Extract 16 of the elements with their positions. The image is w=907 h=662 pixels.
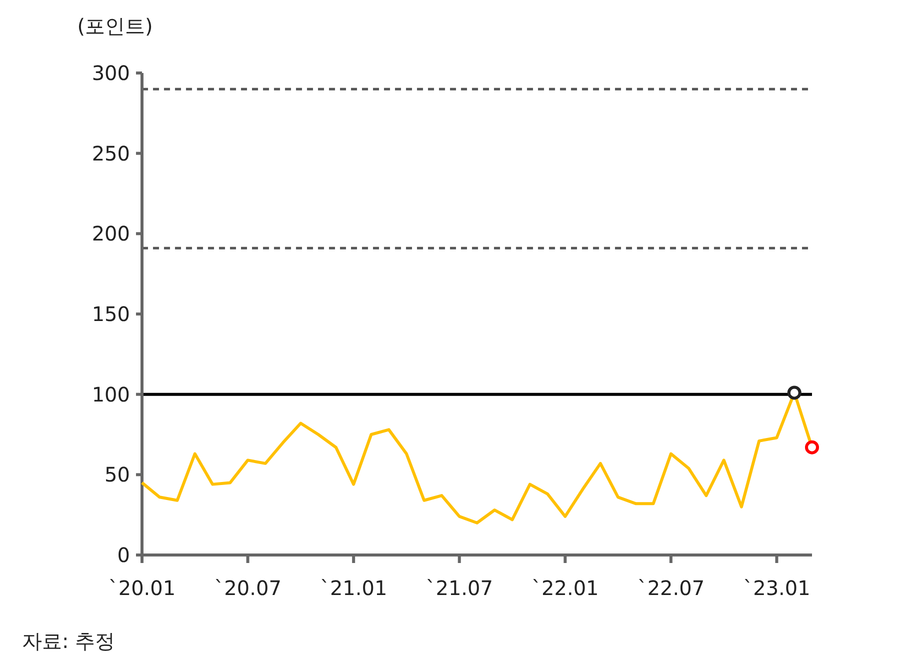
x-tick-label: `21.01: [320, 576, 388, 600]
y-tick-label: 300: [92, 61, 130, 85]
y-tick-label: 0: [117, 543, 130, 567]
x-tick-label: `20.01: [108, 576, 176, 600]
x-tick-label: `20.07: [214, 576, 282, 600]
y-tick-label: 250: [92, 141, 130, 166]
y-tick-label: 50: [104, 462, 130, 487]
y-tick-label: 200: [92, 222, 130, 246]
y-axis-title: (포인트): [77, 14, 153, 38]
y-tick-label: 100: [92, 382, 130, 406]
x-tick-label: `23.01: [743, 576, 810, 600]
x-tick-label: `22.01: [532, 576, 599, 600]
x-tick-label: `21.07: [426, 576, 493, 600]
text: 자료: 추정: [22, 629, 116, 653]
x-tick-label: `22.07: [637, 576, 705, 600]
y-tick-label: 150: [92, 302, 130, 326]
